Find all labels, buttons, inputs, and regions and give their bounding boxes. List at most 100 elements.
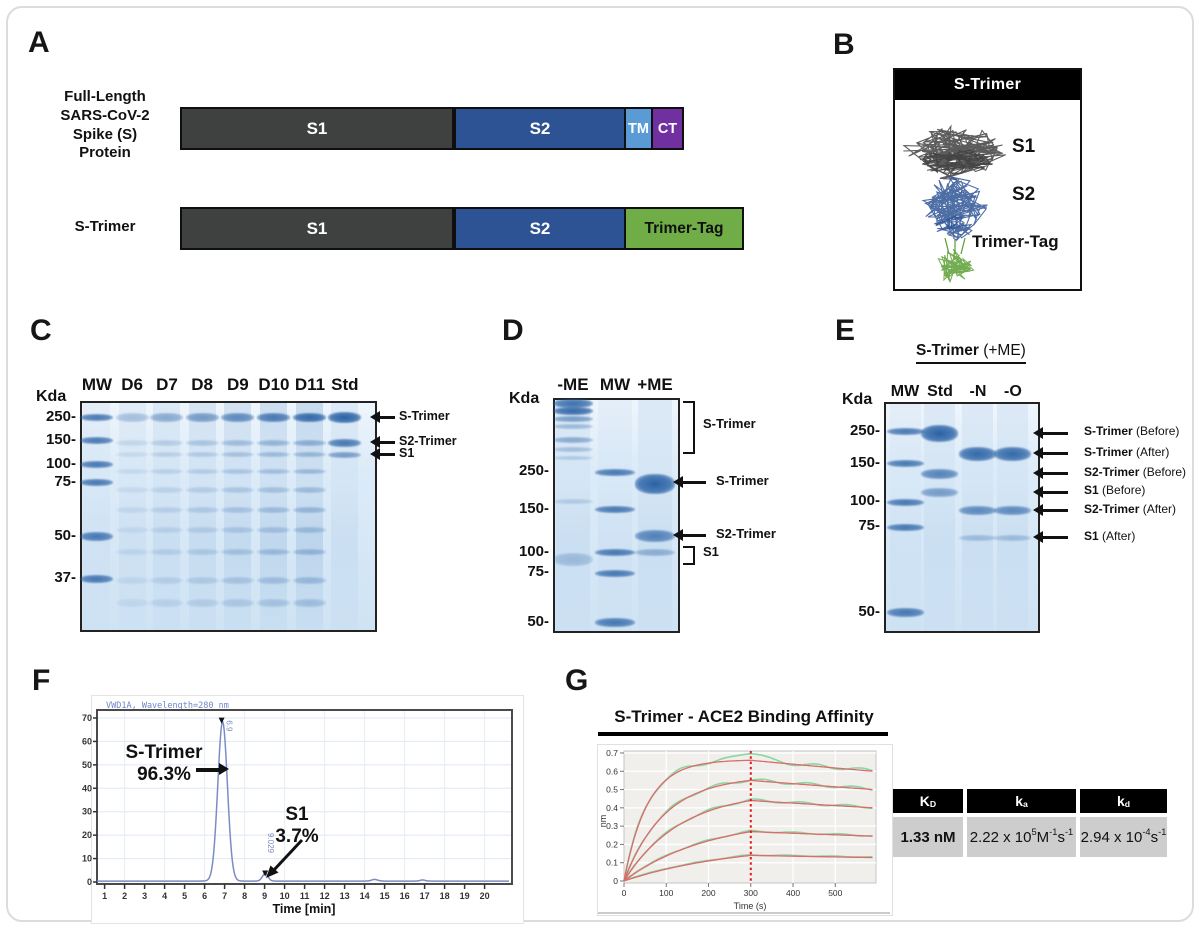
gel-band [595, 569, 636, 577]
gel-band [80, 479, 114, 487]
gel-band [921, 468, 959, 479]
x-tick-label: 6 [202, 891, 207, 901]
figure-border [6, 6, 1194, 922]
mw-marker-label: 150- [518, 499, 549, 517]
mw-marker-label: 50- [527, 612, 549, 630]
lane-header: D9 [227, 375, 249, 394]
ribbon-tangle [937, 248, 975, 283]
arrow-right-icon [196, 763, 229, 775]
ribbon-tangle [921, 175, 988, 231]
y-tick-label: 20 [82, 830, 92, 840]
lane-header: D11 [294, 375, 326, 394]
gel-band [293, 452, 327, 458]
annotation-label: S-Trimer [703, 416, 756, 432]
lane-header: MW [890, 383, 920, 400]
x-tick-label: 10 [280, 891, 290, 901]
peak-label-s-trimer: S-Trimer 96.3% [106, 742, 222, 787]
gel-lane [293, 403, 327, 630]
lane-header: MW [81, 375, 113, 394]
annotation-label: S2-Trimer (Before) [1084, 464, 1187, 479]
y-tick-label: 0.2 [606, 839, 618, 849]
panel-letter-e: E [835, 314, 856, 347]
gel-band [221, 413, 255, 423]
gel-band [115, 413, 149, 423]
y-tick-label: 0 [87, 877, 92, 887]
gel-lane [328, 403, 362, 630]
gel-e-header-bold: S-Trimer [916, 342, 979, 359]
gel-band [150, 413, 184, 423]
gel-band [150, 439, 184, 446]
gel-band [150, 452, 184, 458]
x-tick-label: 17 [420, 891, 430, 901]
bracket-icon [683, 401, 695, 454]
domain-segment-s1: S1 [182, 109, 452, 148]
y-tick-label: 0.6 [606, 766, 618, 776]
y-tick-label: 60 [82, 736, 92, 746]
gel-lane [115, 403, 149, 630]
gel-lane [185, 403, 219, 630]
gel-band [80, 461, 114, 469]
y-tick-label: 0.3 [606, 821, 618, 831]
gel-band [115, 506, 149, 513]
sensorgram-title: S-Trimer - ACE2 Binding Affinity [614, 707, 874, 726]
y-tick-label: 10 [82, 854, 92, 864]
arrow-left-icon [1033, 447, 1068, 460]
gel-band [80, 437, 114, 445]
text-segment: 1.33 nM [900, 828, 956, 846]
gel-band [150, 468, 184, 474]
lane-header: D7 [156, 375, 178, 394]
domain-segment-ct: CT [651, 109, 682, 148]
text-segment: -4 [1142, 827, 1151, 838]
annotation-label: S1 (After) [1084, 528, 1136, 543]
mw-marker-label: 75- [54, 472, 76, 490]
x-tick-label: 400 [786, 888, 800, 898]
annotation-suffix: (After) [1098, 528, 1136, 543]
gel-band [221, 506, 255, 513]
annotation-label: S1 [703, 544, 719, 560]
gel-band [293, 487, 327, 494]
gel-band [595, 506, 636, 514]
gel-band [886, 608, 924, 618]
fit-trace-red [623, 854, 873, 882]
gel-band [994, 506, 1032, 516]
tag-linker [944, 237, 950, 255]
peak-apex-marker [218, 717, 225, 724]
y-tick-label: 50 [82, 760, 92, 770]
peak-percent: 3.7% [275, 826, 319, 848]
text-segment: 2.94 x 10 [1080, 828, 1143, 846]
text-segment: D [929, 799, 937, 810]
arrow-left-icon [673, 475, 706, 488]
lane-header: -N [969, 383, 987, 400]
domain-row-label: S-Trimer [74, 218, 136, 235]
arrow-left-icon [370, 448, 395, 461]
x-tick-label: 5 [182, 891, 187, 901]
gel-band [115, 452, 149, 458]
gel-band [634, 474, 675, 495]
text-segment: k [1015, 793, 1023, 809]
s-trimer-structure-art [902, 124, 1006, 283]
chromatogram-title: VWD1A, Wavelength=280 nm [106, 701, 229, 711]
gel-band [328, 438, 362, 447]
gel-band [185, 487, 219, 494]
gel-band [293, 439, 327, 446]
gel-band [185, 439, 219, 446]
panel-letter-f: F [32, 664, 51, 697]
cleavage-gap [452, 209, 456, 248]
gel-lane [994, 404, 1032, 631]
text-segment: a [1022, 799, 1028, 810]
x-tick-label: 3 [142, 891, 147, 901]
y-tick-label: 70 [82, 713, 92, 723]
gel-band [257, 527, 291, 534]
gel-band [257, 439, 291, 446]
y-axis-title: nm [598, 815, 608, 828]
gel-band [185, 452, 219, 458]
gel-band [595, 549, 636, 557]
gel-band [552, 552, 593, 566]
mw-marker-label: 100- [45, 454, 76, 472]
peak-name: S-Trimer [125, 742, 203, 763]
x-axis-title: Time (s) [734, 901, 767, 911]
lane-header: -O [1004, 383, 1022, 400]
gel-band [80, 574, 114, 583]
gel-band [552, 415, 593, 422]
